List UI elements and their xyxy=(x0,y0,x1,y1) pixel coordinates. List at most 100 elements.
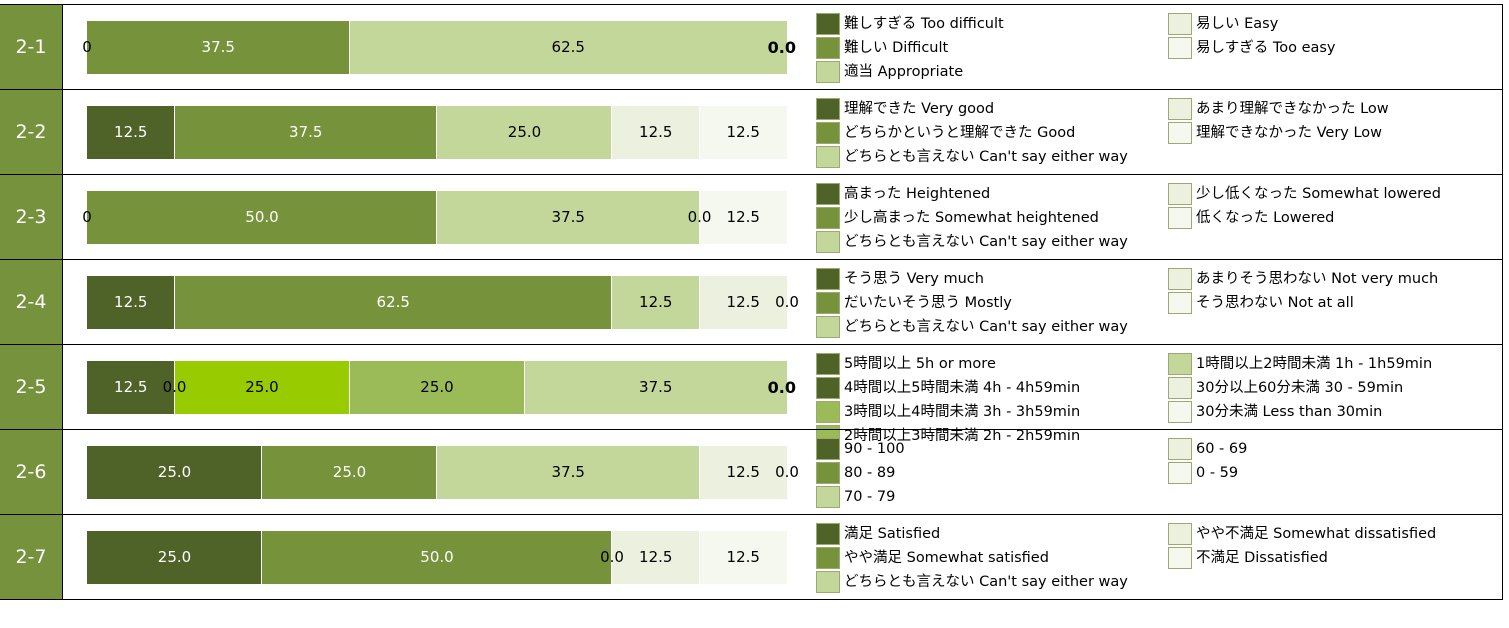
legend-swatch xyxy=(816,37,840,59)
legend-label: 少し高まった Somewhat heightened xyxy=(844,210,1099,226)
legend-swatch xyxy=(816,268,840,290)
bar xyxy=(87,361,787,414)
legend-swatch xyxy=(816,146,840,168)
legend-label: 4時間以上5時間未満 4h - 4h59min xyxy=(844,380,1081,396)
bar-segment xyxy=(262,446,437,499)
legend-label: そう思わない Not at all xyxy=(1196,295,1354,311)
divider xyxy=(1502,90,1503,174)
legend-label: 30分未満 Less than 30min xyxy=(1196,404,1383,420)
divider xyxy=(62,5,63,89)
bar-segment xyxy=(437,191,700,244)
bar-segment xyxy=(87,106,175,159)
legend-swatch xyxy=(816,571,840,593)
data-label: 37.5 xyxy=(639,378,673,396)
bar-segment xyxy=(437,446,700,499)
legend-swatch xyxy=(816,292,840,314)
data-label: 37.5 xyxy=(551,208,585,226)
bar xyxy=(87,191,787,244)
divider xyxy=(1502,5,1503,89)
data-label: 12.5 xyxy=(726,293,760,311)
data-label: 12.5 xyxy=(639,293,673,311)
data-label: 12.5 xyxy=(726,463,760,481)
divider xyxy=(1502,175,1503,259)
legend-swatch xyxy=(1168,183,1192,205)
divider xyxy=(1502,430,1503,514)
data-label: 50.0 xyxy=(245,208,279,226)
legend-label: 80 - 89 xyxy=(844,465,896,481)
legend-swatch xyxy=(1168,547,1192,569)
legend-swatch xyxy=(816,547,840,569)
data-label: 0.0 xyxy=(767,378,796,397)
bar-segment xyxy=(699,276,787,329)
legend-swatch xyxy=(1168,207,1192,229)
row-label: 2-6 xyxy=(0,430,62,514)
bar xyxy=(87,531,787,584)
legend-swatch xyxy=(816,486,840,508)
divider xyxy=(62,175,63,259)
bar-segment xyxy=(699,191,787,244)
legend-swatch xyxy=(1168,377,1192,399)
data-label: 12.5 xyxy=(114,378,148,396)
legend-swatch xyxy=(816,438,840,460)
bar-segment xyxy=(612,276,700,329)
legend-label: あまりそう思わない Not very much xyxy=(1196,271,1439,287)
bar-segment xyxy=(612,531,700,584)
chart-row: 2-6 25.0 25.0 37.5 12.5 0.0 90 - 100 80 - 89 70 … xyxy=(0,429,1503,514)
bar xyxy=(87,446,787,499)
data-label: 12.5 xyxy=(726,548,760,566)
legend-label: 適当 Appropriate xyxy=(844,64,964,80)
bar xyxy=(87,276,787,329)
legend-swatch xyxy=(816,61,840,83)
divider xyxy=(62,260,63,344)
legend-label: 90 - 100 xyxy=(844,441,905,457)
chart-row: 2-2 12.5 37.5 25.0 12.5 12.5 理解できた Very good どち… xyxy=(0,89,1503,174)
legend-label: どちらとも言えない Can't say either way xyxy=(844,574,1128,590)
divider xyxy=(1502,345,1503,429)
bar-segment xyxy=(174,106,437,159)
legend-swatch xyxy=(816,183,840,205)
data-label: 0.0 xyxy=(775,463,799,481)
divider xyxy=(62,515,63,599)
bar xyxy=(87,21,787,74)
data-label: 37.5 xyxy=(289,123,323,141)
legend-swatch xyxy=(816,462,840,484)
data-label: 62.5 xyxy=(376,293,410,311)
legend-swatch xyxy=(816,122,840,144)
data-label: 0.0 xyxy=(767,38,796,57)
chart-row: 2-3 0 50.0 37.5 0.0 12.5 高まった Heightened 少し高まった… xyxy=(0,174,1503,259)
row-label: 2-1 xyxy=(0,5,62,89)
bar-segment xyxy=(87,191,437,244)
legend-swatch xyxy=(1168,438,1192,460)
row-label: 2-5 xyxy=(0,345,62,429)
legend-label: 3時間以上4時間未満 3h - 3h59min xyxy=(844,404,1081,420)
legend-label: 理解できなかった Very Low xyxy=(1196,125,1383,141)
divider xyxy=(62,90,63,174)
legend-label: あまり理解できなかった Low xyxy=(1196,101,1389,117)
legend-swatch xyxy=(1168,13,1192,35)
data-label: 0 xyxy=(82,208,92,226)
chart-row: 2-4 12.5 62.5 12.5 12.5 0.0 そう思う Very much だいたい… xyxy=(0,259,1503,344)
bar-segment xyxy=(349,21,787,74)
legend-label: 高まった Heightened xyxy=(844,186,991,202)
legend-label: どちらとも言えない Can't say either way xyxy=(844,149,1128,165)
legend-label: 易しすぎる Too easy xyxy=(1196,40,1336,56)
legend-swatch xyxy=(816,207,840,229)
legend-swatch xyxy=(816,98,840,120)
legend-label: 低くなった Lowered xyxy=(1196,210,1335,226)
legend-swatch xyxy=(816,353,840,375)
bar xyxy=(87,106,787,159)
legend-label: 難しい Difficult xyxy=(844,40,949,56)
legend-swatch xyxy=(1168,292,1192,314)
data-label: 0 xyxy=(82,38,92,56)
bar-segment xyxy=(699,106,787,159)
legend-label: 不満足 Dissatisfied xyxy=(1196,550,1328,566)
bar-segment xyxy=(87,361,175,414)
chart-row: 2-7 25.0 50.0 0.0 12.5 12.5 満足 Satisfied やや満足 S… xyxy=(0,514,1503,600)
data-label: 0.0 xyxy=(600,548,624,566)
data-label: 25.0 xyxy=(157,463,192,481)
data-label: 12.5 xyxy=(114,123,148,141)
legend-label: だいたいそう思う Mostly xyxy=(844,295,1012,311)
legend-swatch xyxy=(816,523,840,545)
data-label: 12.5 xyxy=(639,548,673,566)
